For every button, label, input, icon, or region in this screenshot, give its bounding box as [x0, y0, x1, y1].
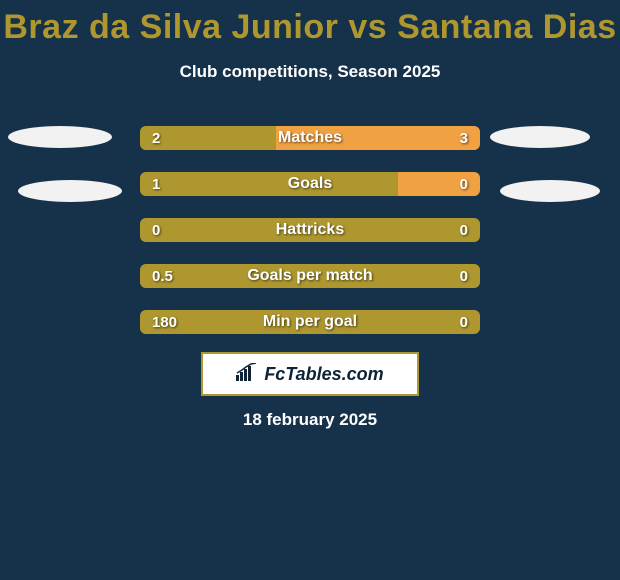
stat-value-right: 0	[460, 264, 468, 288]
stat-bar-left-fill	[140, 172, 398, 196]
stat-bar-left-fill	[140, 126, 276, 150]
page-title: Braz da Silva Junior vs Santana Dias	[0, 8, 620, 47]
stat-value-left: 180	[152, 310, 177, 334]
stat-value-left: 0.5	[152, 264, 173, 288]
player-left-avatar-top	[8, 126, 112, 148]
stat-bar: 00Hattricks	[140, 218, 480, 242]
stat-value-right: 0	[460, 218, 468, 242]
player-right-avatar-bottom	[500, 180, 600, 202]
stat-bar-right-fill	[276, 126, 480, 150]
player-left-avatar-bottom	[18, 180, 122, 202]
date-text: 18 february 2025	[0, 410, 620, 430]
brand-box: FcTables.com	[201, 352, 419, 396]
stat-bar: 1800Min per goal	[140, 310, 480, 334]
stats-card: Braz da Silva Junior vs Santana Dias Clu…	[0, 0, 620, 580]
stat-value-right: 0	[460, 310, 468, 334]
stat-bar: 10Goals	[140, 172, 480, 196]
stat-value-left: 0	[152, 218, 160, 242]
player-right-avatar-top	[490, 126, 590, 148]
stat-bar: 0.50Goals per match	[140, 264, 480, 288]
subtitle: Club competitions, Season 2025	[0, 62, 620, 82]
brand-chart-icon	[236, 363, 258, 386]
stat-bar-left-fill	[140, 264, 480, 288]
stat-value-right: 3	[460, 126, 468, 150]
brand-text: FcTables.com	[264, 364, 383, 385]
stat-bar-left-fill	[140, 218, 480, 242]
stat-value-left: 2	[152, 126, 160, 150]
stat-bar-left-fill	[140, 310, 480, 334]
stat-value-right: 0	[460, 172, 468, 196]
stat-bar: 23Matches	[140, 126, 480, 150]
stat-value-left: 1	[152, 172, 160, 196]
